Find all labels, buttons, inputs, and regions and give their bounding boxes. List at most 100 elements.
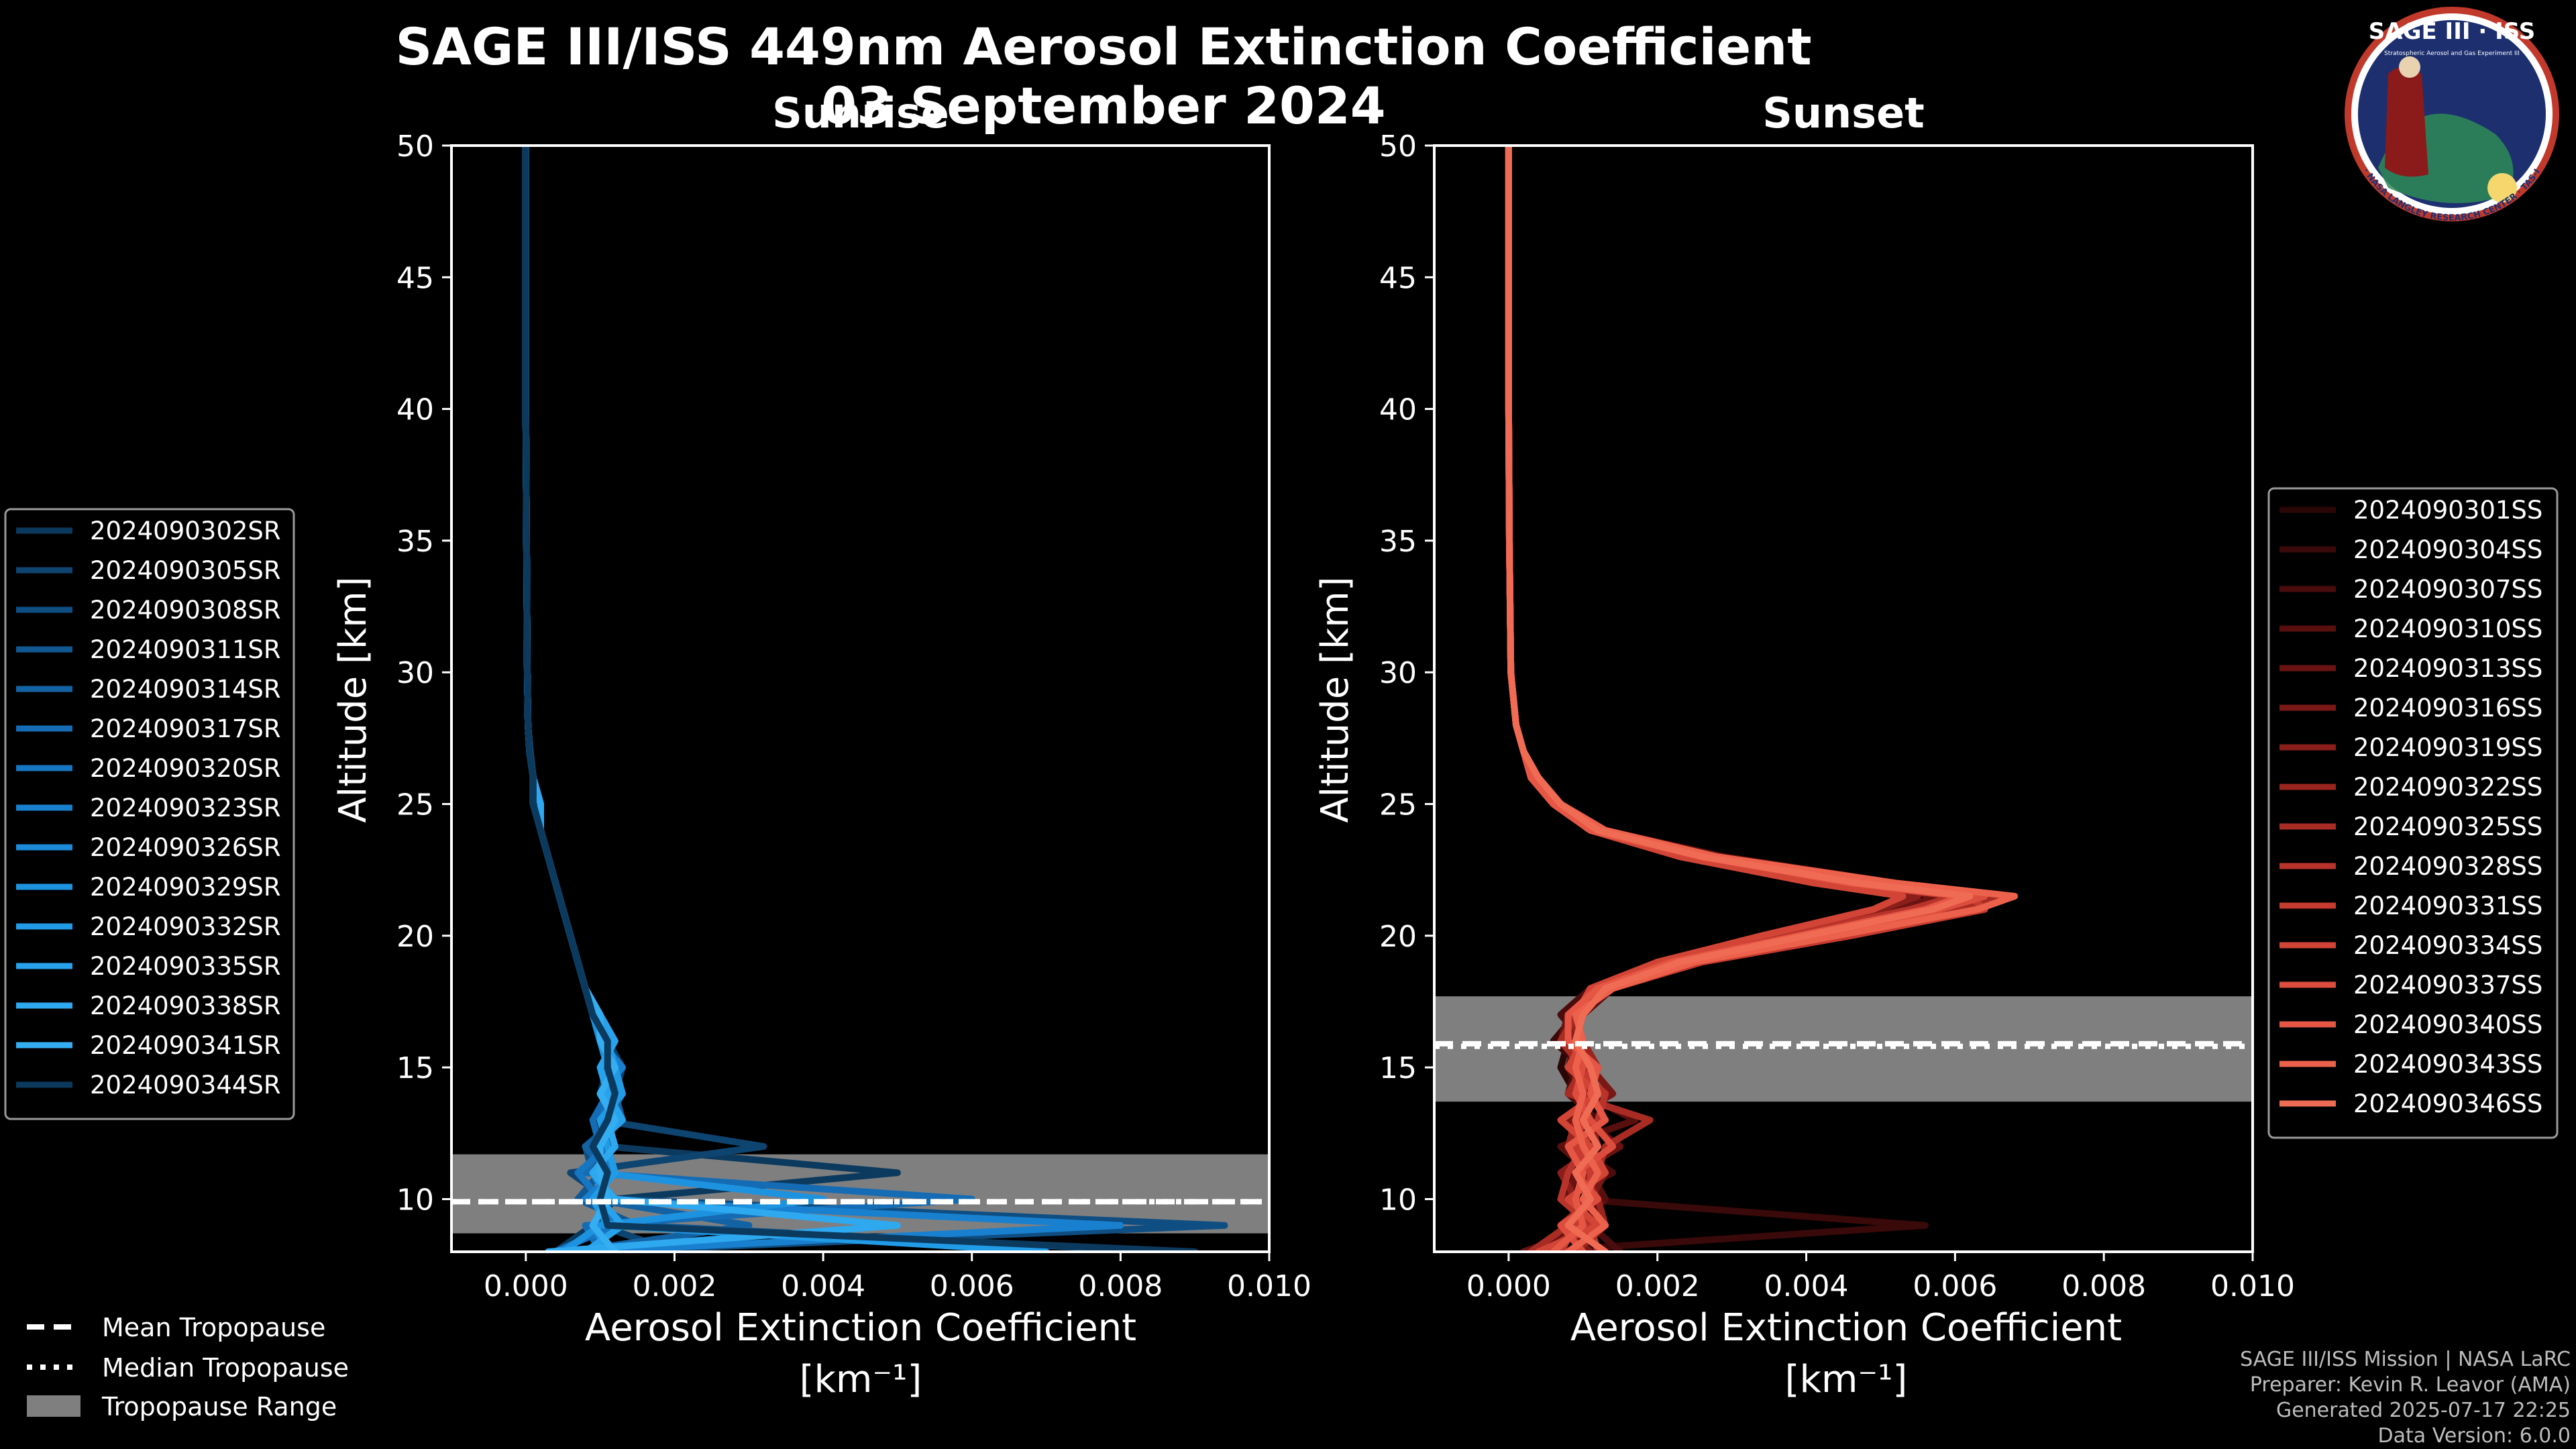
sunset-y-tick-label-15: 15 [1379,1051,1417,1085]
sunset-legend-label-2024090325SS: 2024090325SS [2353,812,2542,841]
sunrise-plot-background [451,146,1269,1252]
credit-mission: SAGE III/ISS Mission | NASA LaRC [2240,1348,2571,1371]
sunrise-legend-label-2024090344SR: 2024090344SR [90,1071,281,1099]
mean-tropopause-legend-label: Mean Tropopause [102,1313,325,1342]
sunset-legend-label-2024090346SS: 2024090346SS [2353,1089,2542,1118]
sunrise-plot-area [451,146,1269,1252]
credit-generated: Generated 2025-07-17 22:25 [2276,1399,2571,1422]
sunrise-panel: 10 15 20 25 30 35 40 45 50 0.000 0.002 0.004 0.006 0.… [396,129,1311,1303]
sunrise-legend-label-2024090326SR: 2024090326SR [90,833,281,862]
sunrise-x-tick-label-0: 0.000 [484,1269,568,1303]
sunset-y-tick-label-25: 25 [1379,788,1417,822]
sunset-legend-label-2024090310SS: 2024090310SS [2353,614,2542,643]
sunset-legend-label-2024090328SS: 2024090328SS [2353,852,2542,881]
sunrise-y-tick-label-20: 20 [396,920,434,954]
sunrise-y-tick-label-15: 15 [396,1051,434,1085]
sunset-x-tick-label-2: 0.004 [1764,1269,1849,1303]
sunset-x-axis-unit: [km⁻¹] [1785,1358,1908,1401]
logo-subtitle: Stratospheric Aerosol and Gas Experiment… [2384,50,2520,57]
logo-title: SAGE III · ISS [2369,18,2535,45]
sunrise-x-tick-label-3: 0.006 [930,1269,1014,1303]
sunset-y-tick-label-30: 30 [1379,656,1417,690]
sunset-x-axis-label: Aerosol Extinction Coefficient [1570,1306,2122,1350]
sunrise-legend-label-2024090305SR: 2024090305SR [90,556,281,585]
credit-preparer: Preparer: Kevin R. Leavor (AMA) [2250,1373,2571,1397]
sunrise-x-tick-label-4: 0.008 [1078,1269,1163,1303]
sunset-x-tick-label-4: 0.008 [2061,1269,2146,1303]
credits: SAGE III/ISS Mission | NASA LaRC Prepare… [2240,1348,2571,1448]
logo-wizard-robe [2385,67,2428,177]
sunrise-legend-label-2024090314SR: 2024090314SR [90,675,281,704]
tropopause-legend: Mean Tropopause Median Tropopause Tropop… [27,1313,349,1421]
figure-date: 03 September 2024 [821,76,1385,136]
sunset-y-tick-label-45: 45 [1379,261,1417,295]
sunrise-y-tick-label-30: 30 [396,656,434,690]
sunrise-legend-label-2024090323SR: 2024090323SR [90,794,281,822]
sunset-y-tick-label-50: 50 [1379,129,1417,164]
sunrise-y-tick-label-35: 35 [396,525,434,559]
sunset-legend-label-2024090334SS: 2024090334SS [2353,931,2542,960]
sunset-y-tick-label-20: 20 [1379,920,1417,954]
sunset-y-axis-label: Altitude [km] [1313,576,1357,822]
sunrise-y-tick-label-10: 10 [396,1183,434,1217]
median-tropopause-legend-label: Median Tropopause [102,1353,349,1383]
sunset-series-line-2024090346SS [1505,146,1974,1252]
sunset-legend-label-2024090340SS: 2024090340SS [2353,1010,2542,1039]
sunrise-legend-label-2024090335SR: 2024090335SR [90,952,281,981]
logo-wizard-face [2399,56,2420,78]
sunrise-legend-label-2024090308SR: 2024090308SR [90,596,281,625]
sunset-x-tick-label-1: 0.002 [1615,1269,1700,1303]
sunrise-x-tick-label-5: 0.010 [1227,1269,1311,1303]
tropopause-range-legend-label: Tropopause Range [101,1392,337,1421]
sunset-legend-label-2024090304SS: 2024090304SS [2353,535,2542,564]
sunset-legend-label-2024090307SS: 2024090307SS [2353,575,2542,604]
sunrise-y-tick-label-50: 50 [396,129,434,164]
sunrise-legend-label-2024090320SR: 2024090320SR [90,754,281,783]
sunrise-legend: 2024090302SR 2024090305SR 2024090308SR 2024… [4,508,295,1120]
sunset-axes-frame [1433,144,2254,1253]
sunrise-legend-label-2024090329SR: 2024090329SR [90,873,281,902]
sunset-y-tick-label-40: 40 [1379,393,1417,427]
sunset-legend: 2024090301SS 2024090304SS 2024090307SS 2024… [2267,487,2559,1139]
sunrise-legend-label-2024090341SR: 2024090341SR [90,1031,281,1060]
logo-sun-icon [2487,173,2517,203]
sunset-legend-label-2024090331SS: 2024090331SS [2353,892,2542,920]
sunrise-legend-label-2024090311SR: 2024090311SR [90,635,281,664]
sunset-y-tick-label-10: 10 [1379,1183,1417,1217]
sunrise-legend-label-2024090332SR: 2024090332SR [90,912,281,941]
sunset-legend-label-2024090322SS: 2024090322SS [2353,773,2542,802]
sunrise-y-tick-label-45: 45 [396,261,434,295]
sunrise-y-tick-label-40: 40 [396,393,434,427]
sunset-panel: 10 15 20 25 30 35 40 45 50 0.000 0.002 0.004 0.006 0.… [1379,129,2295,1303]
sunrise-x-axis-label: Aerosol Extinction Coefficient [585,1306,1136,1350]
sunset-legend-label-2024090316SS: 2024090316SS [2353,694,2542,722]
sunset-legend-label-2024090319SS: 2024090319SS [2353,733,2542,762]
sunset-legend-box [2267,487,2559,1139]
sunset-x-tick-label-5: 0.010 [2210,1269,2295,1303]
sunrise-x-tick-label-2: 0.004 [781,1269,865,1303]
sunrise-y-axis-label: Altitude [km] [331,576,375,822]
sunset-legend-label-2024090343SS: 2024090343SS [2353,1050,2542,1079]
credit-data-version: Data Version: 6.0.0 [2378,1424,2571,1448]
sunrise-x-tick-label-1: 0.002 [632,1269,716,1303]
sunset-x-tick-label-0: 0.000 [1466,1269,1551,1303]
sunset-x-tick-label-3: 0.006 [1913,1269,1997,1303]
sunrise-series-line-2024090344SR [522,146,1199,1252]
sunrise-panel-title: Sunrise [772,89,949,138]
sunset-legend-label-2024090313SS: 2024090313SS [2353,654,2542,683]
sunrise-x-axis-unit: [km⁻¹] [800,1358,922,1401]
sunset-plot-area [1434,146,2253,1252]
sunrise-y-tick-label-25: 25 [396,788,434,822]
sunrise-legend-label-2024090302SR: 2024090302SR [90,517,281,545]
figure-title: SAGE III/ISS 449nm Aerosol Extinction Co… [395,17,1811,76]
sunset-panel-title: Sunset [1762,89,1925,138]
tropopause-range-swatch [27,1395,80,1417]
sunrise-legend-label-2024090338SR: 2024090338SR [90,991,281,1020]
sunset-legend-label-2024090337SS: 2024090337SS [2353,971,2542,1000]
sunrise-axes-frame [450,144,1271,1253]
sunrise-legend-label-2024090317SR: 2024090317SR [90,714,281,743]
sunset-legend-label-2024090301SS: 2024090301SS [2353,496,2542,525]
sunrise-legend-box [4,508,295,1120]
sunset-y-tick-label-35: 35 [1379,525,1417,559]
